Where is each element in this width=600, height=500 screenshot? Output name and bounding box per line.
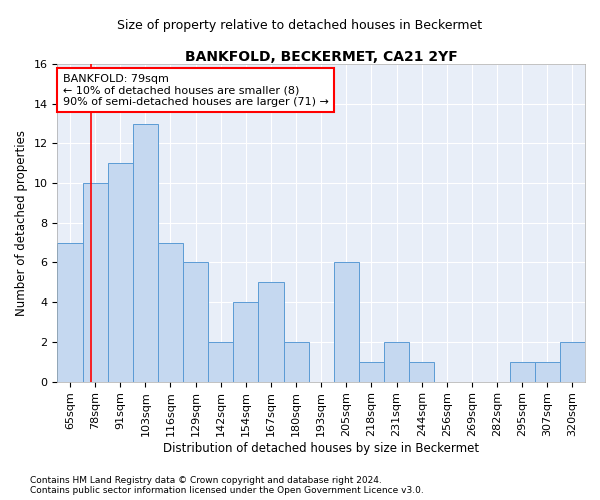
- Bar: [259, 282, 284, 382]
- Y-axis label: Number of detached properties: Number of detached properties: [15, 130, 28, 316]
- Bar: [560, 342, 585, 382]
- Bar: [133, 124, 158, 382]
- Bar: [183, 262, 208, 382]
- Bar: [384, 342, 409, 382]
- Bar: [535, 362, 560, 382]
- Bar: [233, 302, 259, 382]
- Title: BANKFOLD, BECKERMET, CA21 2YF: BANKFOLD, BECKERMET, CA21 2YF: [185, 50, 458, 64]
- Bar: [284, 342, 308, 382]
- Text: Contains HM Land Registry data © Crown copyright and database right 2024.
Contai: Contains HM Land Registry data © Crown c…: [30, 476, 424, 495]
- Text: BANKFOLD: 79sqm
← 10% of detached houses are smaller (8)
90% of semi-detached ho: BANKFOLD: 79sqm ← 10% of detached houses…: [62, 74, 329, 106]
- X-axis label: Distribution of detached houses by size in Beckermet: Distribution of detached houses by size …: [163, 442, 479, 455]
- Bar: [509, 362, 535, 382]
- Bar: [334, 262, 359, 382]
- Bar: [83, 183, 107, 382]
- Bar: [58, 242, 83, 382]
- Text: Size of property relative to detached houses in Beckermet: Size of property relative to detached ho…: [118, 20, 482, 32]
- Bar: [359, 362, 384, 382]
- Bar: [409, 362, 434, 382]
- Bar: [208, 342, 233, 382]
- Bar: [107, 163, 133, 382]
- Bar: [158, 242, 183, 382]
